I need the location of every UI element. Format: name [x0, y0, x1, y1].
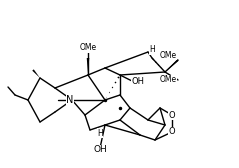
Polygon shape: [32, 69, 40, 78]
Text: OMe: OMe: [159, 75, 177, 85]
Text: OH: OH: [93, 145, 107, 155]
Text: H: H: [149, 46, 155, 54]
Text: OMe: OMe: [79, 44, 97, 52]
Text: OH: OH: [131, 77, 145, 87]
Polygon shape: [87, 58, 89, 75]
Text: N: N: [66, 95, 74, 105]
Text: H: H: [97, 129, 103, 137]
Text: OMe: OMe: [159, 51, 177, 59]
Polygon shape: [165, 59, 179, 72]
Text: O: O: [169, 111, 175, 119]
Text: O: O: [169, 128, 175, 136]
